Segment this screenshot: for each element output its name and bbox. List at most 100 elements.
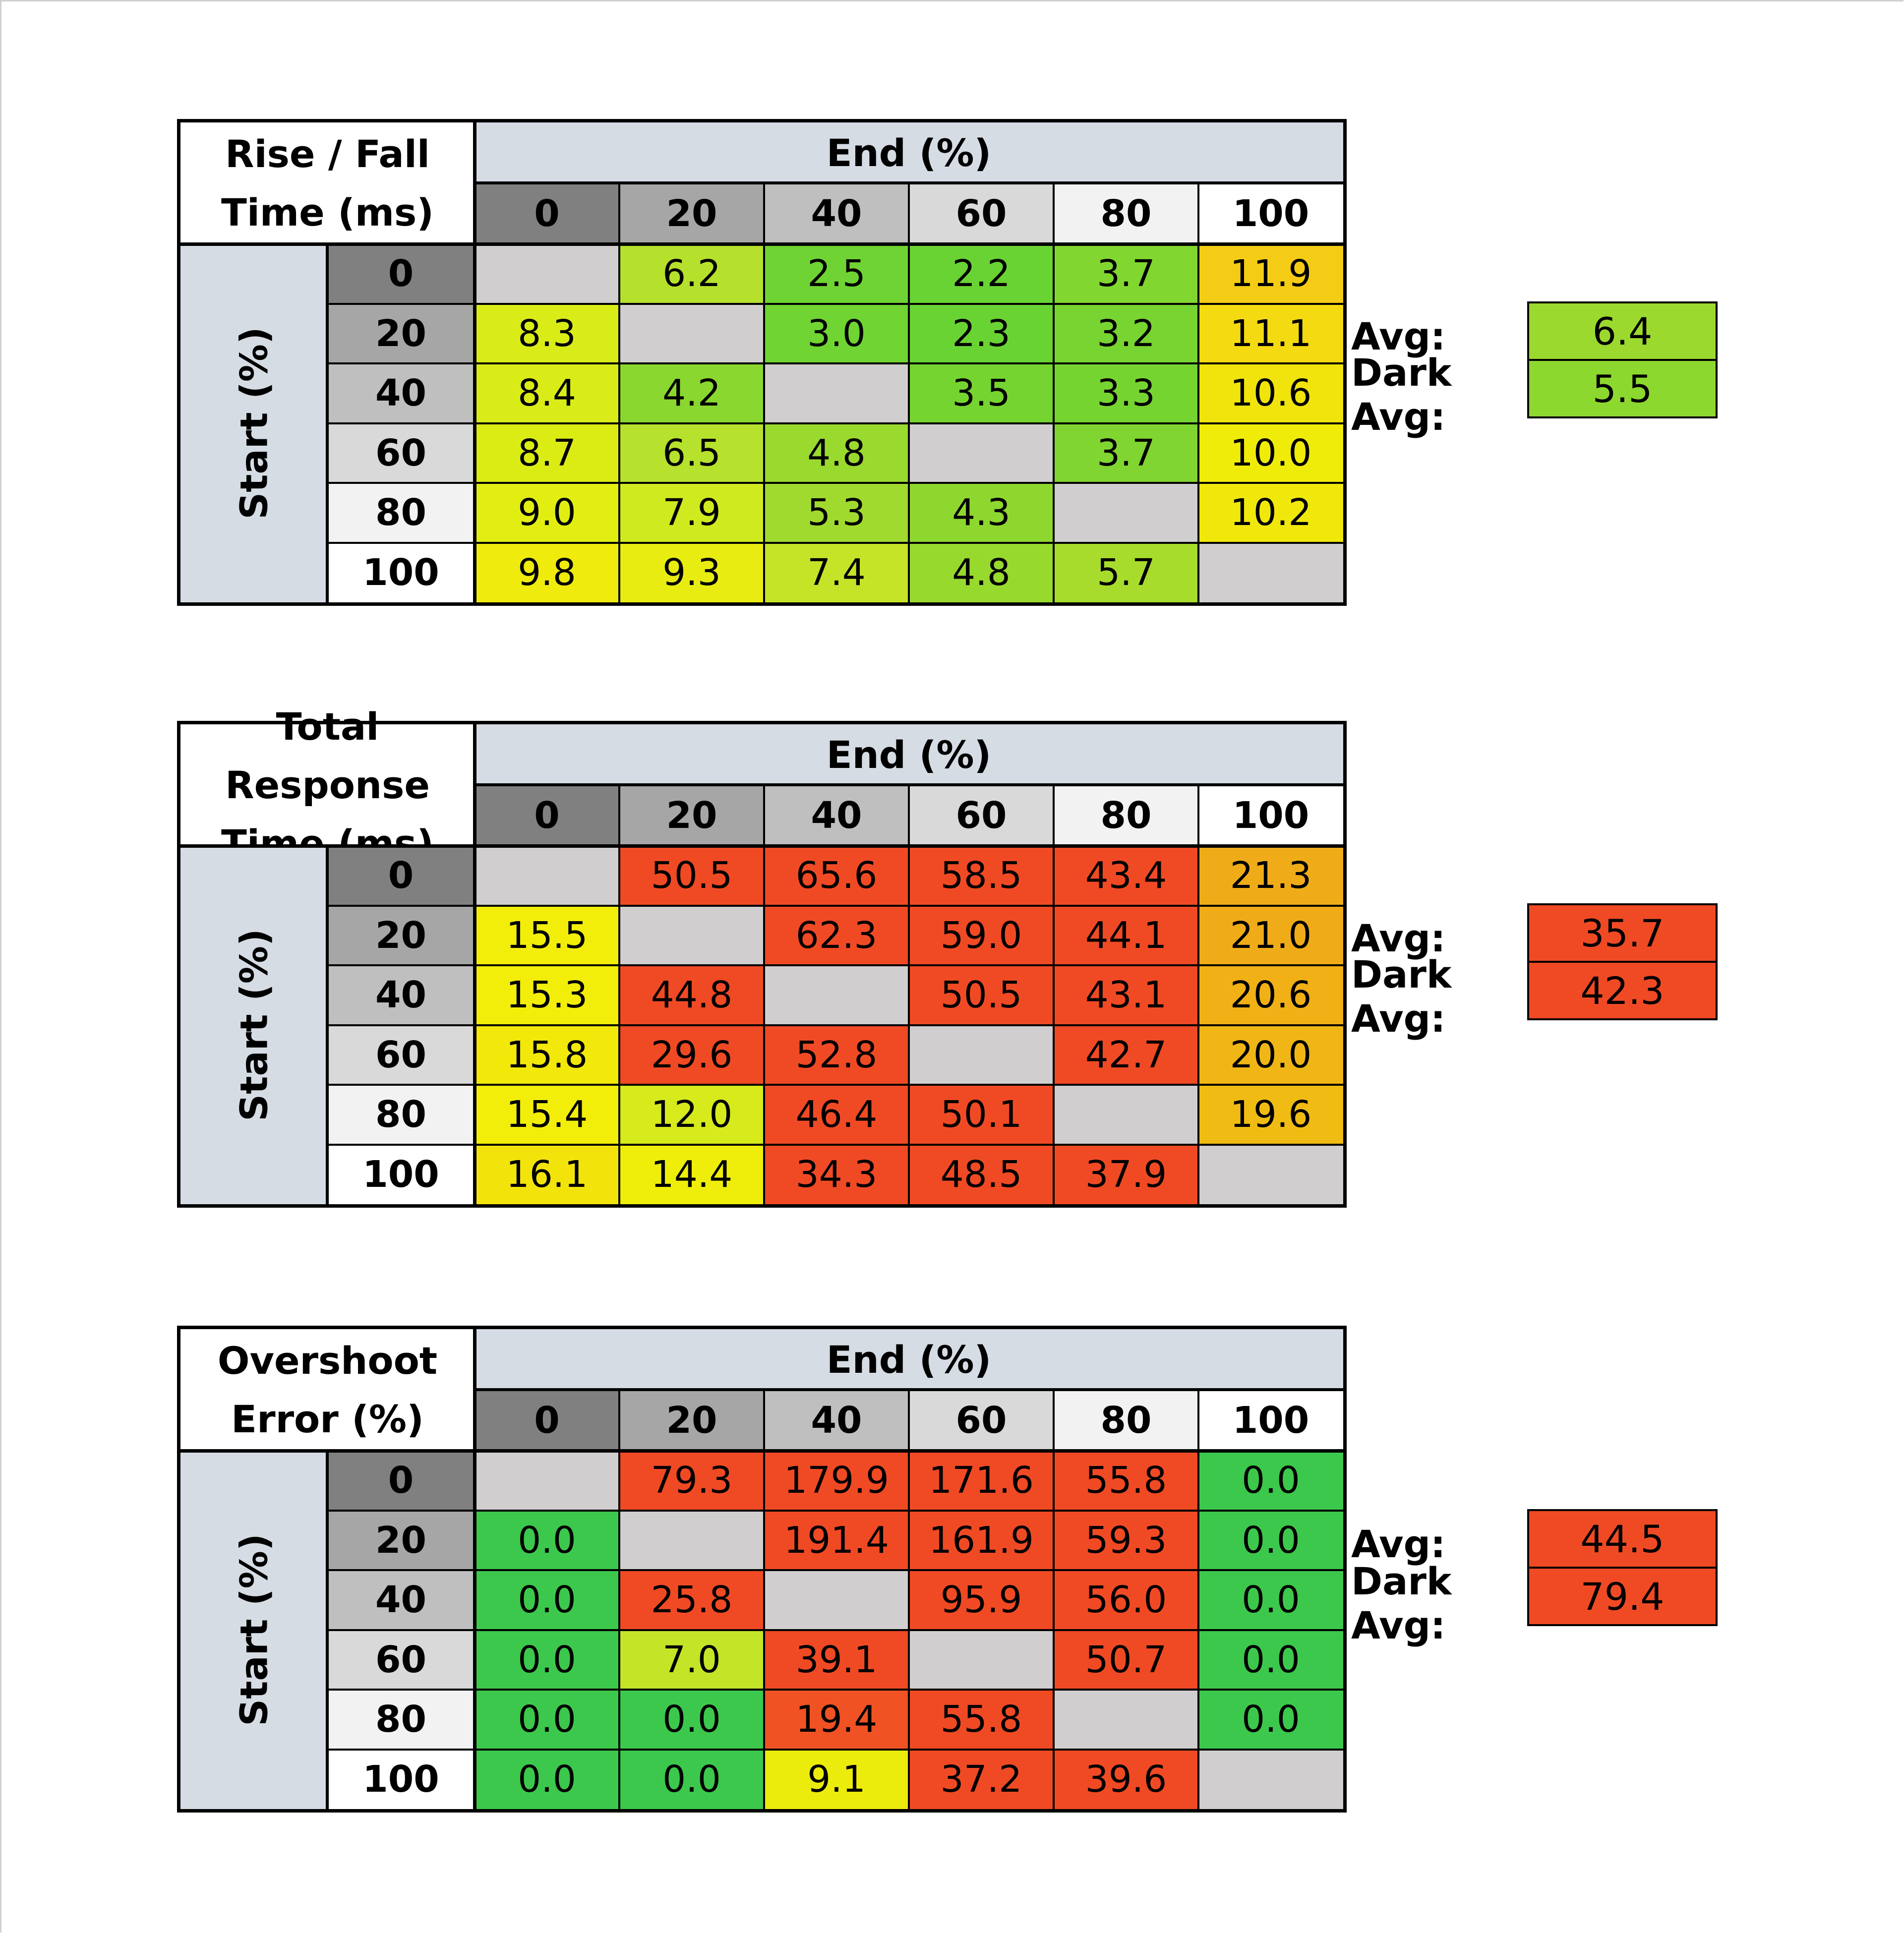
grid-line (180, 1449, 1343, 1453)
end-header-cell: 60 (909, 1390, 1054, 1451)
end-header-cell: 0 (475, 183, 619, 244)
heatmap-cell: 171.6 (909, 1451, 1054, 1511)
start-axis-label: Start (%) (180, 244, 327, 602)
end-header-cell: 20 (619, 183, 764, 244)
heatmap-cell: 0.0 (619, 1749, 764, 1809)
heatmap-cell: 21.3 (1198, 846, 1343, 906)
end-header-cell: 100 (1198, 785, 1343, 846)
heatmap-cell: 50.5 (909, 965, 1054, 1025)
heatmap-cell: 0.0 (1198, 1630, 1343, 1690)
heatmap-cell: 12.0 (619, 1085, 764, 1145)
avg-value: 35.7 (1527, 903, 1718, 963)
heatmap-cell: 15.5 (475, 905, 619, 965)
heatmap-cell (1054, 1690, 1198, 1750)
start-axis-label: Start (%) (180, 846, 327, 1204)
heatmap-cell: 25.8 (619, 1570, 764, 1630)
heatmap-cell: 3.7 (1054, 423, 1198, 483)
heatmap-cell: 0.0 (475, 1570, 619, 1630)
heatmap-cell: 179.9 (764, 1451, 909, 1511)
corner-title: Total Response Time (ms) (180, 704, 475, 866)
heatmap-cell (475, 1451, 619, 1511)
heatmap-cell: 11.9 (1198, 244, 1343, 304)
grid-line (327, 1024, 1343, 1026)
heatmap-cell: 37.9 (1054, 1144, 1198, 1204)
dark-avg-label: Dark Avg: (1351, 1559, 1452, 1647)
heatmap-cell: 0.0 (1198, 1451, 1343, 1511)
grid-line (908, 785, 910, 1204)
heatmap-cell: 42.7 (1054, 1025, 1198, 1085)
heatmap-cell: 6.5 (619, 423, 764, 483)
grid-line (327, 1569, 1343, 1571)
heatmap-cell: 191.4 (764, 1510, 909, 1570)
corner-title-line-2: Time (ms) (221, 190, 434, 234)
grid-line (908, 1390, 910, 1809)
heatmap-cell (764, 965, 909, 1025)
start-header-cell: 100 (327, 1144, 475, 1204)
grid-line (1197, 1390, 1199, 1809)
heatmap-cell (619, 303, 764, 363)
start-header-cell: 20 (327, 303, 475, 363)
heatmap-cell: 7.4 (764, 542, 909, 602)
end-header-cell: 60 (909, 785, 1054, 846)
heatmap-cell (1198, 1749, 1343, 1809)
start-axis-label: Start (%) (180, 1451, 327, 1809)
heatmap-cell: 15.8 (475, 1025, 619, 1085)
heatmap-cell: 39.6 (1054, 1749, 1198, 1809)
heatmap-cell: 9.1 (764, 1749, 909, 1809)
grid-line (327, 541, 1343, 544)
end-header-cell: 20 (619, 785, 764, 846)
heatmap-cell: 5.7 (1054, 542, 1198, 602)
corner-title-line-1: Rise / Fall (225, 131, 430, 176)
end-header-cell: 20 (619, 1390, 764, 1451)
heatmap-cell: 50.7 (1054, 1630, 1198, 1690)
end-axis-label: End (%) (475, 1329, 1343, 1390)
heatmap-cell: 4.3 (909, 483, 1054, 543)
grid-line (763, 1390, 765, 1809)
heatmap-cell: 3.2 (1054, 303, 1198, 363)
avg-value: 6.4 (1527, 301, 1718, 361)
heatmap-cell: 59.0 (909, 905, 1054, 965)
dark-avg-value: 5.5 (1527, 359, 1718, 418)
heatmap-cell (1054, 1085, 1198, 1145)
start-header-cell: 0 (327, 1451, 475, 1511)
grid-line (1053, 785, 1055, 1204)
start-axis-label-text: Start (%) (232, 929, 276, 1121)
grid-line (327, 1143, 1343, 1146)
end-axis-label: End (%) (475, 122, 1343, 183)
start-header-cell: 80 (327, 1690, 475, 1750)
grid-line (327, 1748, 1343, 1751)
dark-avg-label: Dark Avg: (1351, 351, 1452, 439)
heatmap-cell: 9.3 (619, 542, 764, 602)
avg-value: 44.5 (1527, 1509, 1718, 1569)
corner-title-line-1: Total Response (225, 704, 430, 807)
grid-line (327, 1084, 1343, 1086)
heatmap-cell (1198, 1144, 1343, 1204)
corner-title: Rise / Fall Time (ms) (180, 122, 475, 244)
heatmap-cell (475, 244, 619, 304)
heatmap-cell: 0.0 (475, 1749, 619, 1809)
heatmap-cell: 44.8 (619, 965, 764, 1025)
start-axis-label-text: Start (%) (232, 327, 276, 520)
grid-line (1053, 183, 1055, 602)
heatmap-cell: 65.6 (764, 846, 909, 906)
corner-title: Overshoot Error (%) (180, 1329, 475, 1451)
grid-line (1197, 183, 1199, 602)
grid-line (327, 422, 1343, 424)
heatmap-cell: 0.0 (1198, 1510, 1343, 1570)
grid-line (327, 362, 1343, 364)
heatmap-cell: 6.2 (619, 244, 764, 304)
heatmap-cell: 9.0 (475, 483, 619, 543)
heatmap-cell: 5.3 (764, 483, 909, 543)
grid-line (908, 183, 910, 602)
grid-line (327, 302, 1343, 305)
start-header-cell: 20 (327, 1510, 475, 1570)
start-header-cell: 60 (327, 1025, 475, 1085)
heatmap-cell: 19.4 (764, 1690, 909, 1750)
end-header-cell: 40 (764, 183, 909, 244)
heatmap-cell: 3.5 (909, 363, 1054, 423)
heatmap-cell: 2.3 (909, 303, 1054, 363)
heatmap-cell: 15.4 (475, 1085, 619, 1145)
end-header-cell: 60 (909, 183, 1054, 244)
heatmap-cell: 44.1 (1054, 905, 1198, 965)
end-header-cell: 80 (1054, 785, 1198, 846)
